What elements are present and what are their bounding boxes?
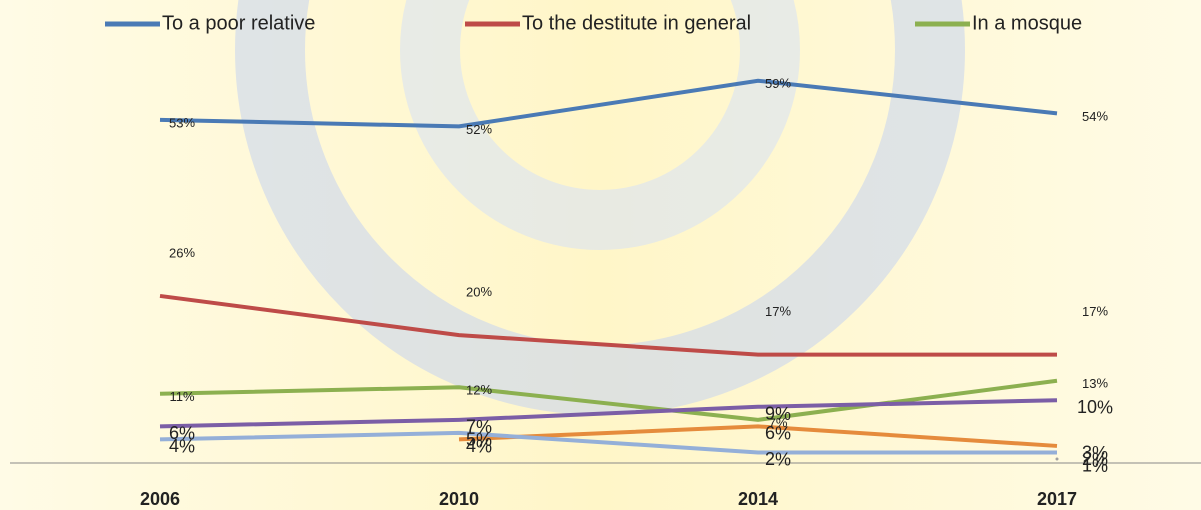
percent-sign: %	[183, 115, 195, 130]
data-label: 4%	[169, 436, 195, 456]
data-label: 12%	[466, 383, 492, 398]
percent-sign: %	[779, 76, 791, 91]
data-label: 26%	[169, 245, 195, 260]
data-label: 5%	[466, 430, 492, 450]
percent-sign: %	[179, 436, 195, 456]
percent-sign: %	[779, 304, 791, 319]
data-label: 53%	[169, 115, 195, 130]
data-label: 9%	[765, 404, 791, 424]
percent-sign: %	[775, 423, 791, 443]
data-label: 17%	[1082, 304, 1108, 319]
percent-sign: %	[480, 285, 492, 300]
legend-label: To the destitute in general	[522, 12, 751, 34]
percent-sign: %	[183, 245, 195, 260]
percent-sign: %	[1096, 304, 1108, 319]
legend-label: To a poor relative	[162, 12, 315, 34]
data-label: 17%	[765, 304, 791, 319]
x-tick-label: 2006	[140, 489, 180, 509]
data-label: 20%	[466, 285, 492, 300]
percent-sign: %	[480, 122, 492, 137]
percent-sign: %	[183, 389, 195, 404]
point	[1056, 457, 1059, 460]
percent-sign: %	[476, 430, 492, 450]
percent-sign: %	[1096, 109, 1108, 124]
percent-sign: %	[1097, 397, 1113, 417]
data-label: 59%	[765, 76, 791, 91]
legend-label: In a mosque	[972, 12, 1082, 34]
percent-sign: %	[775, 449, 791, 469]
percent-sign: %	[1092, 456, 1108, 476]
data-label: 10%	[1077, 397, 1113, 417]
data-label: 11%	[169, 389, 195, 404]
percent-sign: %	[1096, 376, 1108, 391]
x-tick-label: 2014	[738, 489, 778, 509]
data-label: 54%	[1082, 109, 1108, 124]
data-label: 1%	[1082, 456, 1108, 476]
x-tick-label: 2017	[1037, 489, 1077, 509]
x-tick-label: 2010	[439, 489, 479, 509]
percent-sign: %	[480, 383, 492, 398]
data-label: 52%	[466, 122, 492, 137]
percent-sign: %	[775, 404, 791, 424]
chart: 2006 2010 2014 2017 To a poor relative To the…	[0, 0, 1201, 510]
data-label: 13%	[1082, 376, 1108, 391]
data-label: 2%	[765, 449, 791, 469]
data-label: 6%	[765, 423, 791, 443]
